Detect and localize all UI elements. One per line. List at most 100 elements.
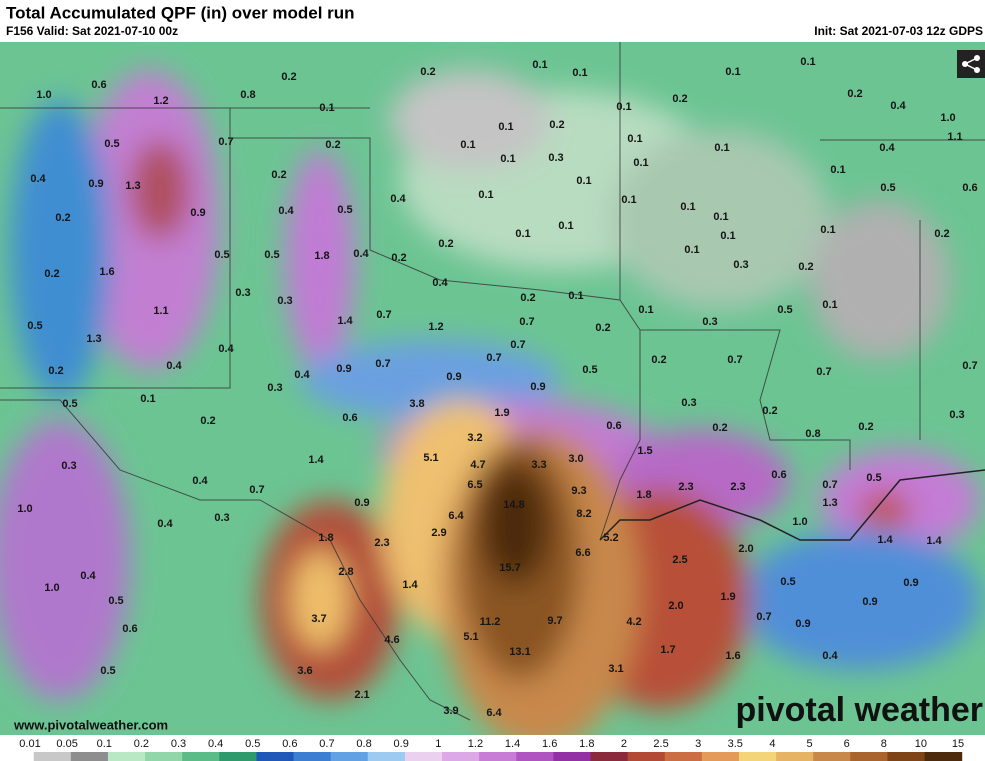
qpf-label: 0.5 xyxy=(214,249,229,261)
qpf-label: 1.3 xyxy=(86,333,101,345)
colorbar-label: 0.6 xyxy=(282,738,297,750)
qpf-label: 1.0 xyxy=(17,503,32,515)
colorbar-swatch xyxy=(219,752,257,761)
qpf-label: 1.3 xyxy=(822,497,837,509)
colorbar-swatch xyxy=(442,752,480,761)
colorbar-swatch xyxy=(330,752,369,761)
colorbar-swatch xyxy=(404,752,443,761)
qpf-label: 0.2 xyxy=(391,252,406,264)
colorbar-swatch xyxy=(850,752,888,761)
qpf-label: 0.3 xyxy=(235,287,250,299)
qpf-label: 3.0 xyxy=(568,453,583,465)
qpf-label: 0.4 xyxy=(80,570,96,582)
qpf-label: 0.2 xyxy=(271,169,286,181)
qpf-label: 0.5 xyxy=(777,304,792,316)
colorbar-label: 0.3 xyxy=(171,738,186,750)
qpf-label: 0.1 xyxy=(830,164,845,176)
qpf-label: 0.1 xyxy=(621,194,636,206)
colorbar-swatch xyxy=(107,752,146,761)
colorbar-label: 1.4 xyxy=(505,738,520,750)
colorbar-label: 4 xyxy=(769,738,775,750)
colorbar-swatch xyxy=(813,752,851,761)
qpf-label: 1.8 xyxy=(314,250,329,262)
qpf-label: 0.4 xyxy=(30,173,46,185)
qpf-label: 0.9 xyxy=(190,207,205,219)
qpf-label: 0.1 xyxy=(800,56,815,68)
qpf-label: 0.4 xyxy=(890,100,906,112)
qpf-label: 0.5 xyxy=(27,320,42,332)
colorbar-label: 0.9 xyxy=(394,738,409,750)
colorbar-swatch xyxy=(924,752,963,761)
qpf-label: 1.4 xyxy=(402,579,418,591)
qpf-label: 0.5 xyxy=(866,472,881,484)
colorbar-swatch xyxy=(70,752,109,761)
precip-field xyxy=(0,42,985,735)
qpf-label: 0.2 xyxy=(44,268,59,280)
qpf-label: 0.1 xyxy=(633,157,648,169)
qpf-label: 0.7 xyxy=(727,354,742,366)
qpf-label: 6.4 xyxy=(448,510,464,522)
qpf-label: 0.6 xyxy=(342,412,357,424)
qpf-label: 0.1 xyxy=(820,224,835,236)
share-button[interactable] xyxy=(957,50,985,78)
qpf-label: 2.5 xyxy=(672,554,687,566)
qpf-label: 0.1 xyxy=(713,211,728,223)
qpf-label: 0.3 xyxy=(548,152,563,164)
qpf-label: 0.4 xyxy=(822,650,838,662)
qpf-label: 0.2 xyxy=(325,139,340,151)
colorbar-swatch xyxy=(887,752,926,761)
qpf-label: 0.1 xyxy=(720,230,735,242)
qpf-label: 0.1 xyxy=(478,189,493,201)
qpf-label: 1.8 xyxy=(318,532,333,544)
qpf-label: 0.5 xyxy=(108,595,123,607)
qpf-label: 5.1 xyxy=(463,631,478,643)
qpf-label: 0.7 xyxy=(822,479,837,491)
qpf-label: 0.1 xyxy=(568,290,583,302)
qpf-label: 6.5 xyxy=(467,479,482,491)
qpf-label: 1.6 xyxy=(99,266,114,278)
qpf-label: 1.8 xyxy=(636,489,651,501)
qpf-label: 0.1 xyxy=(498,121,513,133)
qpf-label: 1.2 xyxy=(428,321,443,333)
qpf-label: 1.9 xyxy=(494,407,509,419)
qpf-label: 1.5 xyxy=(637,445,652,457)
qpf-label: 0.2 xyxy=(798,261,813,273)
qpf-label: 0.4 xyxy=(879,142,895,154)
qpf-label: 1.0 xyxy=(36,89,51,101)
qpf-label: 0.5 xyxy=(582,364,597,376)
qpf-label: 0.8 xyxy=(805,428,820,440)
qpf-label: 1.2 xyxy=(153,95,168,107)
qpf-label: 0.9 xyxy=(354,497,369,509)
qpf-label: 0.9 xyxy=(446,371,461,383)
qpf-label: 0.1 xyxy=(576,175,591,187)
website: www.pivotalweather.com xyxy=(13,717,168,732)
qpf-label: 0.1 xyxy=(822,299,837,311)
colorbar-swatch xyxy=(776,752,814,761)
colorbar-label: 1.2 xyxy=(468,738,483,750)
colorbar-label: 3 xyxy=(695,738,701,750)
qpf-label: 0.4 xyxy=(278,205,294,217)
qpf-label: 0.9 xyxy=(862,596,877,608)
qpf-label: 0.2 xyxy=(549,119,564,131)
colorbar-label: 1 xyxy=(435,738,441,750)
qpf-label: 0.5 xyxy=(62,398,77,410)
qpf-label: 2.0 xyxy=(738,543,753,555)
colorbar-swatch xyxy=(516,752,554,761)
qpf-label: 2.9 xyxy=(431,527,446,539)
qpf-label: 0.4 xyxy=(390,193,406,205)
qpf-label: 1.4 xyxy=(308,454,324,466)
qpf-label: 0.7 xyxy=(249,484,264,496)
qpf-label: 0.5 xyxy=(264,249,279,261)
qpf-label: 1.6 xyxy=(725,650,740,662)
qpf-label: 0.3 xyxy=(949,409,964,421)
qpf-label: 2.0 xyxy=(668,600,683,612)
qpf-label: 0.1 xyxy=(572,67,587,79)
qpf-label: 0.4 xyxy=(432,277,448,289)
qpf-label: 0.4 xyxy=(294,369,310,381)
qpf-label: 0.9 xyxy=(530,381,545,393)
qpf-label: 0.5 xyxy=(880,182,895,194)
colorbar-label: 0.4 xyxy=(208,738,223,750)
colorbar-swatch xyxy=(479,752,517,761)
qpf-label: 0.6 xyxy=(962,182,977,194)
colorbar-label: 3.5 xyxy=(728,738,743,750)
